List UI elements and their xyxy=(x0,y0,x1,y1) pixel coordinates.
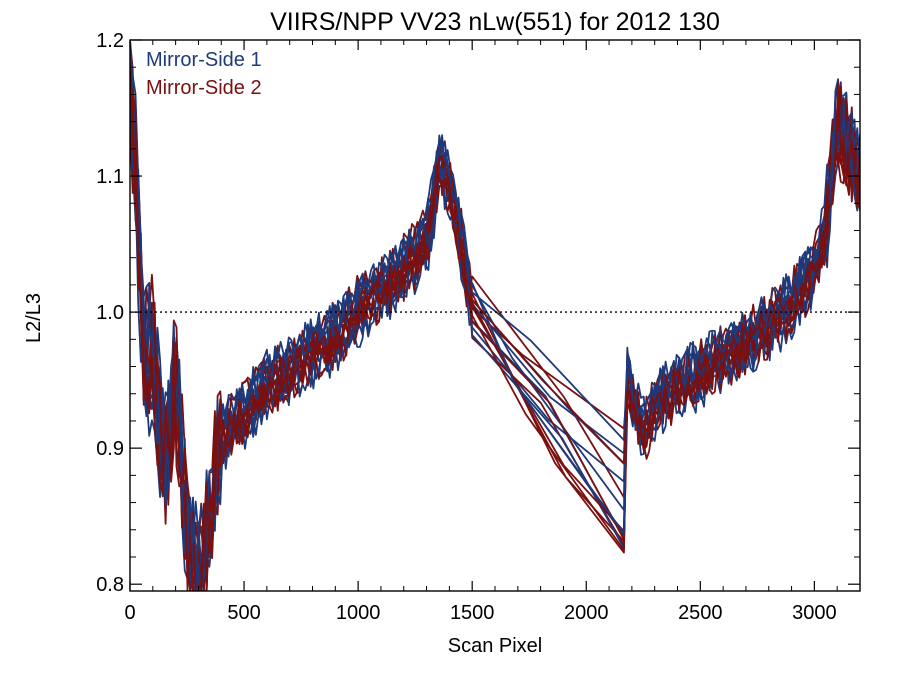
x-tick-label: 500 xyxy=(227,602,260,624)
series-line-mirror-side-1 xyxy=(130,40,860,578)
y-tick-label: 1.0 xyxy=(96,302,124,324)
axis-ticks: 0 500 1000 1500 2000 2500 3000 0.8 0.9 1.0 1.1 1.2 xyxy=(96,30,860,624)
plot-lines xyxy=(130,40,860,591)
x-tick-label: 2000 xyxy=(564,602,609,624)
y-axis-label: L2/L3 xyxy=(23,293,45,343)
y-tick-label: 0.9 xyxy=(96,438,124,460)
x-tick-label: 3000 xyxy=(792,602,837,624)
x-tick-label: 1500 xyxy=(450,602,495,624)
y-tick-label: 0.8 xyxy=(96,574,124,596)
x-tick-label: 0 xyxy=(124,602,135,624)
series-line-mirror-side-1 xyxy=(130,58,860,561)
chart-title: VIIRS/NPP VV23 nLw(551) for 2012 130 xyxy=(270,8,720,36)
x-axis-label: Scan Pixel xyxy=(448,635,543,657)
x-tick-label: 2500 xyxy=(678,602,723,624)
series-line-mirror-side-2 xyxy=(130,80,860,591)
legend-mirror-side-1: Mirror-Side 1 xyxy=(146,49,262,71)
x-tick-label: 1000 xyxy=(336,602,381,624)
y-tick-label: 1.1 xyxy=(96,166,124,188)
y-tick-label: 1.2 xyxy=(96,30,124,52)
legend-mirror-side-2: Mirror-Side 2 xyxy=(146,77,262,99)
